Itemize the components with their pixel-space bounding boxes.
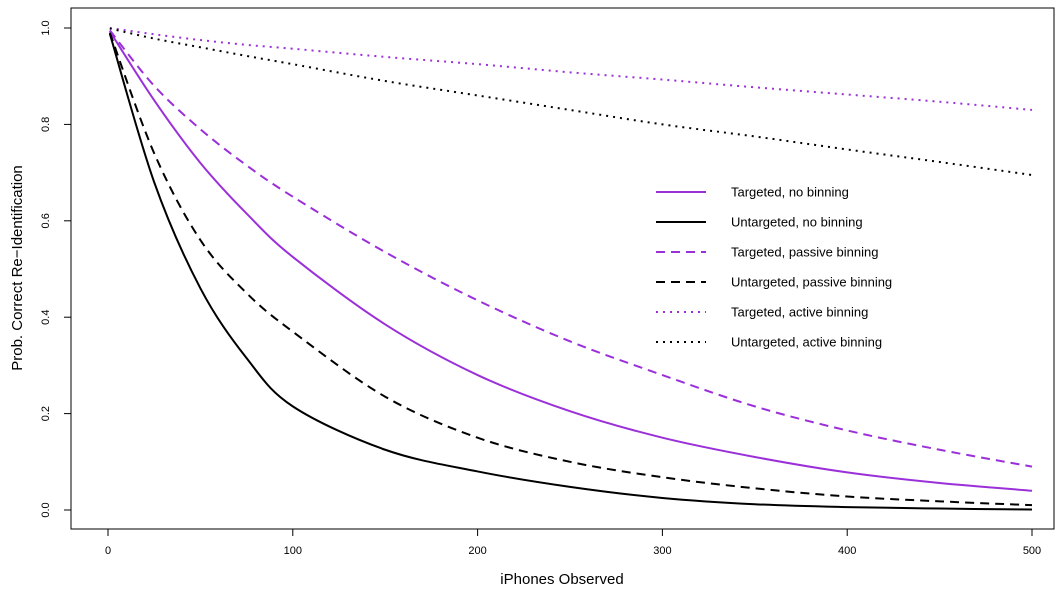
x-axis: 0 100 200 300 400 500	[105, 528, 1041, 557]
series-line-4	[108, 32, 1033, 507]
legend: Targeted, no binning Untargeted, no binni…	[656, 185, 892, 350]
y-tick-label: 0.8	[40, 117, 52, 132]
y-tick-label: 0.0	[40, 502, 52, 517]
y-tick-label: 0.4	[40, 310, 52, 325]
x-tick-label: 300	[653, 545, 671, 557]
y-axis: 0.0 0.2 0.4 0.6 0.8 1.0	[40, 20, 72, 518]
y-axis-title: Prob. Correct Re−Identification	[9, 165, 26, 371]
legend-label: Targeted, active binning	[731, 305, 868, 320]
x-axis-title: iPhones Observed	[500, 571, 623, 588]
legend-label: Untargeted, active binning	[731, 335, 882, 350]
x-tick-label: 500	[1023, 545, 1041, 557]
y-tick-label: 1.0	[40, 20, 52, 35]
legend-label: Untargeted, no binning	[731, 215, 863, 230]
series-line-1	[109, 30, 1033, 492]
x-tick-label: 400	[838, 545, 856, 557]
series-line-3	[109, 29, 1033, 468]
series-line-6	[109, 27, 1033, 177]
legend-label: Targeted, passive binning	[731, 245, 878, 260]
y-tick-label: 0.6	[40, 213, 52, 228]
series-line-2	[108, 33, 1033, 511]
series-line-5	[109, 27, 1033, 111]
x-tick-label: 100	[284, 545, 302, 557]
plot-frame	[70, 7, 1055, 530]
x-tick-label: 0	[105, 545, 111, 557]
legend-label: Targeted, no binning	[731, 185, 849, 200]
legend-label: Untargeted, passive binning	[731, 275, 892, 290]
y-tick-label: 0.2	[40, 406, 52, 421]
x-tick-label: 200	[468, 545, 486, 557]
series-layer	[108, 27, 1033, 511]
